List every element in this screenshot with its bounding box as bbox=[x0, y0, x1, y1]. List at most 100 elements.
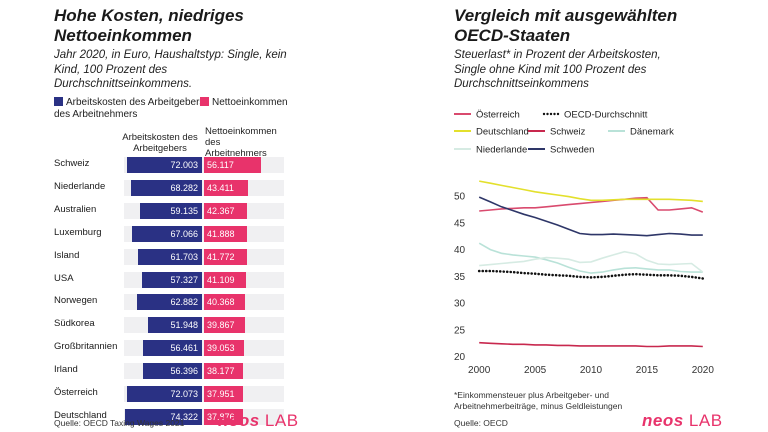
bar-cost-value: 68.282 bbox=[170, 182, 198, 193]
bar-net: 41.772 bbox=[204, 248, 247, 265]
legend-net-label: Nettoeinkommen bbox=[212, 97, 288, 108]
bar-net-value: 39.867 bbox=[207, 320, 235, 331]
left-title-line-2: Nettoeinkommen bbox=[54, 26, 192, 45]
right-subtitle: Steuerlast* in Prozent der Arbeitskosten… bbox=[454, 48, 661, 92]
series-line bbox=[478, 196, 703, 237]
column-header-costs: Arbeitskosten des Arbeitgebers bbox=[120, 132, 200, 154]
bar-row: Großbritannien 56.461 39.053 bbox=[0, 338, 384, 358]
legend-item-net: Nettoeinkommen bbox=[200, 97, 288, 109]
bar-category-label: Australien bbox=[54, 203, 97, 215]
column-header-net-line-2: des bbox=[205, 137, 221, 148]
left-subtitle-line-1: Jahr 2020, in Euro, Haushaltstyp: Single… bbox=[54, 49, 287, 61]
bar-net: 39.053 bbox=[204, 340, 244, 357]
bar-cost: 59.135 bbox=[140, 202, 202, 219]
bar-row: Irland 56.396 38.177 bbox=[0, 361, 384, 381]
x-tick-label: 2020 bbox=[692, 365, 715, 376]
bar-cost: 72.003 bbox=[127, 157, 202, 173]
bar-cost-value: 56.396 bbox=[170, 366, 198, 377]
bar-net-value: 40.368 bbox=[207, 297, 235, 308]
bar-net-value: 56.117 bbox=[207, 160, 234, 170]
bar-row: Niederlande 68.282 43.411 bbox=[0, 178, 384, 198]
footnote-line-2: Arbeitnehmerbeiträge, minus Geldleistung… bbox=[454, 401, 623, 411]
bar-cost: 67.066 bbox=[132, 225, 202, 242]
legend-item-costs: Arbeitskosten des Arbeitgebers bbox=[54, 97, 204, 109]
bar-category-label: Island bbox=[54, 249, 80, 261]
bar-row: Österreich 72.073 37.951 bbox=[0, 384, 384, 404]
column-header-costs-line-1: Arbeitskosten des bbox=[122, 132, 198, 143]
y-tick-label: 35 bbox=[454, 272, 466, 283]
bar-net: 38.177 bbox=[204, 363, 243, 380]
bar-cost: 56.461 bbox=[143, 340, 202, 357]
y-tick-label: 40 bbox=[454, 245, 466, 256]
bar-cost: 74.322 bbox=[124, 408, 202, 425]
series-line bbox=[477, 269, 705, 280]
bar-net-value: 42.367 bbox=[207, 205, 235, 216]
footnote: *Einkommensteuer plus Arbeitgeber- und A… bbox=[454, 390, 622, 412]
y-tick-label: 25 bbox=[454, 325, 466, 336]
right-title: Vergleich mit ausgewählten OECD-Staaten bbox=[454, 6, 677, 46]
bar-category-label: Deutschland bbox=[54, 409, 107, 421]
bar-net: 41.109 bbox=[204, 271, 246, 288]
legend-marker bbox=[553, 112, 556, 116]
bar-net: 37.951 bbox=[204, 386, 243, 402]
y-tick-label: 50 bbox=[454, 192, 466, 203]
legend-label: Österreich bbox=[476, 110, 520, 121]
bar-net-value: 41.888 bbox=[207, 228, 235, 239]
bar-net: 42.367 bbox=[204, 202, 248, 219]
legend-swatch-navy bbox=[54, 97, 63, 106]
y-tick-label: 45 bbox=[454, 218, 466, 229]
series-line bbox=[479, 180, 703, 203]
left-panel: Hohe Kosten, niedriges Nettoeinkommen Ja… bbox=[0, 6, 384, 430]
bar-net-value: 39.053 bbox=[207, 343, 235, 354]
bar-category-label: Luxemburg bbox=[54, 226, 102, 238]
bar-cost-value: 72.003 bbox=[170, 160, 198, 170]
bar-category-label: USA bbox=[54, 272, 74, 284]
legend-swatch-pink bbox=[200, 97, 209, 106]
legend-costs-line-2: des Arbeitnehmers bbox=[54, 109, 138, 120]
bar-cost: 51.948 bbox=[147, 317, 202, 334]
legend-marker bbox=[546, 112, 549, 116]
column-header-net-line-3: Arbeitnehmers bbox=[205, 148, 267, 159]
right-logo-bold: neos bbox=[642, 411, 684, 430]
legend-label: Niederlande bbox=[476, 145, 527, 156]
column-header-net: Nettoeinkommen des Arbeitnehmers bbox=[205, 126, 277, 159]
right-title-line-1: Vergleich mit ausgewählten bbox=[454, 6, 678, 25]
bar-cost: 57.327 bbox=[142, 271, 202, 288]
column-header-net-line-1: Nettoeinkommen bbox=[205, 126, 277, 137]
bar-cost-value: 61.703 bbox=[170, 251, 198, 262]
bar-row: Norwegen 62.882 40.368 bbox=[0, 292, 384, 312]
bar-net-value: 37.951 bbox=[207, 389, 235, 399]
y-tick-label: 30 bbox=[454, 299, 466, 310]
bar-cost-value: 56.461 bbox=[170, 343, 198, 354]
bar-row: Australien 59.135 42.367 bbox=[0, 201, 384, 221]
bar-cost-value: 72.073 bbox=[170, 389, 198, 399]
series-line bbox=[478, 242, 703, 274]
bar-row: Südkorea 51.948 39.867 bbox=[0, 315, 384, 335]
legend-costs-label: Arbeitskosten des Arbeitgebers bbox=[66, 97, 205, 108]
bar-cost: 68.282 bbox=[130, 179, 202, 196]
bar-net: 41.888 bbox=[204, 225, 247, 242]
left-source: Quelle: OECD Taxing Wages 2021 bbox=[54, 418, 185, 428]
right-subtitle-line-2: Single ohne Kind mit 100 Prozent des bbox=[454, 63, 647, 76]
right-logo-light: LAB bbox=[688, 411, 723, 430]
legend-label: Dänemark bbox=[630, 127, 674, 138]
legend-marker bbox=[542, 112, 546, 116]
bar-net: 43.411 bbox=[204, 179, 249, 196]
legend-label: Deutschland bbox=[476, 127, 529, 138]
bar-category-label: Österreich bbox=[54, 387, 98, 398]
bar-category-label: Schweiz bbox=[54, 158, 90, 169]
bar-category-label: Norwegen bbox=[54, 295, 98, 307]
bar-category-label: Großbritannien bbox=[54, 341, 118, 353]
bar-cost: 56.396 bbox=[143, 363, 202, 380]
left-logo-bold: neos bbox=[218, 411, 260, 430]
bar-cost-value: 67.066 bbox=[170, 228, 198, 239]
left-title: Hohe Kosten, niedriges Nettoeinkommen bbox=[54, 6, 244, 46]
bar-net-value: 38.177 bbox=[207, 366, 235, 377]
bar-cost: 72.073 bbox=[127, 386, 202, 402]
series-line bbox=[479, 341, 703, 348]
bar-net-value: 37.876 bbox=[207, 411, 235, 422]
right-source: Quelle: OECD bbox=[454, 418, 508, 428]
line-chart: Österreich OECD-Durchschnitt Deutschland Sc… bbox=[454, 110, 715, 376]
left-logo-light: LAB bbox=[264, 411, 299, 430]
bar-cost: 62.882 bbox=[136, 294, 202, 311]
